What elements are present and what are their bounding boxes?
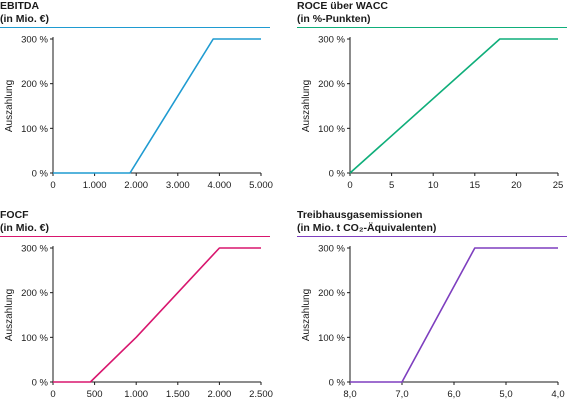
chart-title-line-2: (in %-Punkten): [297, 12, 371, 25]
y-tick-label: 100 %: [318, 333, 345, 344]
title-underline: [297, 236, 567, 237]
x-tick-label: 7,0: [395, 389, 408, 400]
y-tick-label: 200 %: [21, 79, 48, 90]
chart-title-line-2: (in Mio. t CO₂-Äquivalenten): [297, 221, 437, 234]
y-tick-label: 200 %: [21, 288, 48, 299]
y-axis-label: Auszahlung: [301, 289, 312, 341]
y-tick-label: 100 %: [21, 124, 48, 135]
title-underline: [0, 27, 270, 28]
line-chart: 0 % 100 % 200 % 300 % 0 1.000 2.000 3.000 4.000 5…: [4, 35, 273, 192]
title-underline: [297, 27, 567, 28]
chart-title-line-1: FOCF: [0, 209, 29, 221]
x-tick-label: 15: [470, 180, 481, 191]
y-tick-label: 0 %: [329, 378, 346, 389]
series-line: [53, 247, 261, 383]
y-tick-label: 0 %: [32, 169, 49, 180]
chart-title-line-1: EBITDA: [0, 0, 40, 12]
x-tick-label: 25: [553, 180, 564, 191]
x-tick-label: 5.000: [249, 180, 273, 191]
y-axis-label: Auszahlung: [301, 80, 312, 132]
chart-title-line-2: (in Mio. €): [0, 221, 49, 234]
x-tick-label: 2.000: [124, 180, 148, 191]
line-chart: 0 % 100 % 200 % 300 % 0 5 10 15 20 25 Auszahlung: [301, 35, 564, 192]
x-tick-label: 3.000: [166, 180, 190, 191]
series-line: [350, 247, 558, 383]
x-tick-label: 2.000: [208, 389, 232, 400]
x-tick-label: 10: [428, 180, 439, 191]
x-tick-label: 0: [50, 180, 55, 191]
chart-title: FOCF (in Mio. €): [0, 209, 49, 234]
x-tick-label: 4.000: [208, 180, 232, 191]
chart-title-line-2: (in Mio. €): [0, 12, 49, 25]
x-tick-label: 500: [87, 389, 103, 400]
y-axis-label: Auszahlung: [4, 289, 15, 341]
x-tick-label: 1.000: [124, 389, 148, 400]
y-tick-label: 0 %: [329, 169, 346, 180]
y-tick-label: 100 %: [318, 124, 345, 135]
x-tick-label: 0: [50, 389, 55, 400]
x-tick-label: 8,0: [343, 389, 356, 400]
series-line: [53, 38, 261, 174]
x-tick-label: 1.500: [166, 389, 190, 400]
x-tick-label: 5: [389, 180, 394, 191]
y-tick-label: 300 %: [21, 35, 48, 46]
y-tick-label: 200 %: [318, 79, 345, 90]
title-underline: [0, 236, 270, 237]
chart-title: Treibhausgasemissionen (in Mio. t CO₂-Äq…: [297, 209, 436, 234]
y-tick-label: 100 %: [21, 333, 48, 344]
y-tick-label: 300 %: [318, 244, 345, 255]
y-axis-label: Auszahlung: [4, 80, 15, 132]
x-tick-label: 20: [511, 180, 522, 191]
line-chart: 0 % 100 % 200 % 300 % 8,0 7,0 6,0 5,0 4,0 Auszahl…: [301, 244, 565, 401]
y-tick-label: 0 %: [32, 378, 49, 389]
y-tick-label: 200 %: [318, 288, 345, 299]
x-tick-label: 0: [347, 180, 352, 191]
chart-title: EBITDA (in Mio. €): [0, 0, 49, 25]
x-tick-label: 5,0: [499, 389, 512, 400]
x-tick-label: 6,0: [447, 389, 460, 400]
line-chart: 0 % 100 % 200 % 300 % 0 500 1.000 1.500 2.000 2.5…: [4, 244, 273, 401]
x-tick-label: 2.500: [249, 389, 273, 400]
chart-title-line-1: Treibhausgasemissionen: [297, 209, 423, 221]
chart-title-line-1: ROCE über WACC: [297, 0, 389, 12]
y-tick-label: 300 %: [318, 35, 345, 46]
y-tick-label: 300 %: [21, 244, 48, 255]
series-line: [349, 38, 558, 174]
chart-title: ROCE über WACC (in %-Punkten): [297, 0, 388, 25]
x-tick-label: 4,0: [551, 389, 564, 400]
x-tick-label: 1.000: [83, 180, 107, 191]
